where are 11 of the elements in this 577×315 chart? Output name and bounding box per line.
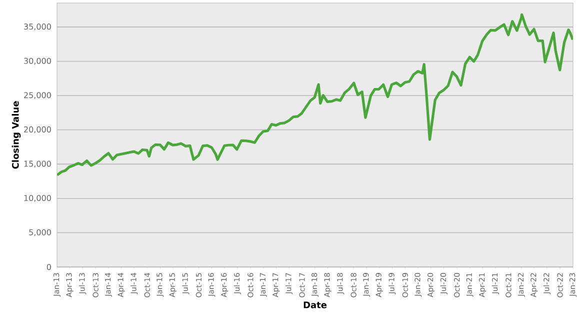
y-tick-label: 30,000 — [24, 58, 51, 65]
y-tick-label: 15,000 — [24, 160, 51, 168]
y-tick-label: 20,000 — [24, 126, 51, 134]
y-tick-label: 10,000 — [24, 194, 51, 202]
y-tick-label: 5,000 — [29, 229, 51, 236]
line-series — [57, 13, 573, 176]
y-axis-title: Closing Value — [12, 101, 21, 169]
x-axis-title: Date — [304, 302, 327, 308]
y-tick-label: 0 — [46, 264, 51, 270]
y-tick-label: 25,000 — [24, 92, 51, 99]
y-tick-label: 35,000 — [24, 24, 51, 30]
